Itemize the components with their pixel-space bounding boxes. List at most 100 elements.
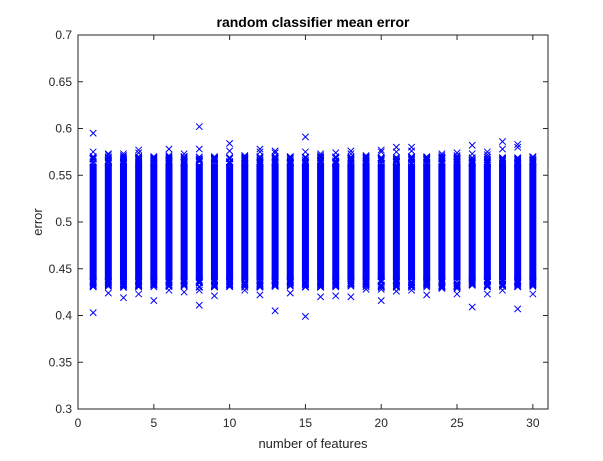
data-point [104, 150, 112, 158]
point-column [286, 164, 294, 280]
data-point [286, 289, 294, 297]
data-point [165, 152, 173, 160]
data-point [453, 284, 461, 292]
data-point [468, 276, 476, 284]
data-point [256, 154, 264, 162]
dense-point-band [135, 164, 143, 280]
point-column [362, 164, 370, 280]
point-column [453, 164, 461, 280]
data-point [226, 282, 234, 291]
data-point [241, 152, 249, 160]
data-point [362, 285, 370, 293]
y-tick-label: 0.7 [55, 28, 72, 42]
dense-point-band [483, 164, 491, 280]
data-point [89, 309, 97, 317]
y-tick-label: 0.3 [55, 402, 72, 416]
data-point [241, 280, 249, 288]
data-point [423, 156, 431, 164]
dense-point-band [150, 164, 158, 280]
data-point [150, 153, 158, 161]
data-point [195, 123, 203, 131]
x-tick-label: 0 [75, 416, 82, 430]
data-point [256, 145, 264, 153]
data-point [332, 280, 340, 289]
point-column [210, 164, 218, 280]
data-point [119, 277, 128, 286]
data-point [195, 301, 203, 309]
point-column [89, 164, 97, 280]
data-point [226, 280, 234, 288]
data-point [301, 156, 309, 164]
data-point [241, 278, 249, 286]
data-point [377, 155, 385, 164]
data-point [226, 159, 234, 167]
data-point [135, 146, 143, 154]
data-point [529, 153, 537, 162]
data-point [150, 279, 158, 287]
data-point [210, 274, 219, 282]
data-point [483, 277, 491, 285]
data-point [423, 158, 431, 166]
data-point [226, 277, 234, 285]
data-point [104, 279, 112, 287]
data-point [514, 159, 522, 167]
data-point [241, 153, 249, 161]
data-point [347, 276, 355, 284]
data-point [210, 155, 219, 163]
data-point [453, 276, 461, 284]
chart-title: random classifier mean error [217, 14, 411, 30]
data-point [256, 281, 264, 289]
data-point [347, 157, 355, 165]
data-point [438, 284, 446, 292]
dense-point-band [195, 164, 203, 280]
data-point [180, 152, 188, 161]
data-point [392, 278, 400, 286]
dense-point-band [514, 164, 522, 280]
data-point [438, 277, 446, 285]
data-point [195, 277, 203, 285]
data-point [195, 157, 203, 165]
data-point [392, 281, 400, 289]
data-point [468, 159, 476, 167]
data-point [210, 292, 219, 300]
x-axis-label: number of features [258, 436, 368, 451]
data-point [226, 157, 234, 166]
data-point [468, 157, 476, 165]
data-point [483, 275, 491, 283]
dense-point-band [256, 164, 264, 280]
data-point [392, 158, 400, 166]
data-point [317, 150, 325, 158]
data-point [468, 156, 476, 164]
dense-point-band [347, 164, 355, 280]
data-point [195, 286, 203, 294]
data-point [392, 156, 400, 164]
point-column [271, 164, 279, 280]
data-point [195, 276, 203, 284]
data-point [150, 155, 158, 163]
data-point [514, 140, 522, 148]
data-point [301, 153, 309, 161]
data-point [377, 146, 385, 154]
point-column [377, 164, 385, 280]
data-point [407, 286, 416, 294]
data-point [407, 154, 416, 162]
data-point [483, 283, 491, 291]
data-point [210, 277, 219, 285]
data-point [332, 292, 340, 300]
data-point [332, 153, 340, 162]
data-point [119, 281, 128, 289]
data-point [423, 278, 431, 286]
x-tick-label: 20 [375, 416, 389, 430]
data-point [317, 277, 325, 285]
data-point [498, 145, 507, 153]
data-point [104, 151, 112, 159]
data-point [301, 280, 309, 288]
data-point [453, 152, 461, 160]
data-point [529, 277, 537, 285]
axes-background [78, 35, 548, 409]
data-point [529, 280, 537, 288]
data-point [286, 279, 294, 287]
data-point [317, 280, 325, 288]
point-column [104, 164, 112, 280]
data-point [150, 153, 158, 162]
